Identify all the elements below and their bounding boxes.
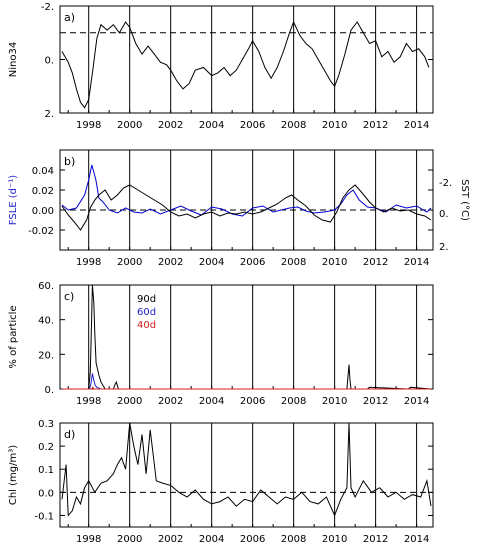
panel-label: c) [64, 290, 74, 303]
legend-entry-90d: 90d [137, 294, 156, 305]
y-axis-label: Nino34 [8, 42, 19, 77]
legend-entry-60d: 60d [137, 307, 156, 318]
x-tick-label: 2014 [404, 120, 429, 131]
series-line-60d [62, 373, 431, 390]
x-tick-label: 2004 [199, 120, 224, 131]
y-tick-label: 40. [38, 316, 54, 327]
y-tick-label: 0. [44, 56, 54, 67]
panel-label: d) [64, 428, 75, 441]
panel-label: b) [64, 155, 75, 168]
panel-b: 1998 2000 2002 2004 2006 2008 2010 2012 2014 0.04… [8, 149, 470, 268]
x-tick-label: 2006 [240, 257, 265, 268]
x-tick-label: 2008 [281, 120, 306, 131]
x-tick-label: 2002 [158, 396, 183, 407]
y-axis-label: FSLE (d⁻¹) [8, 175, 19, 226]
y-tick-label: -0.1 [34, 511, 54, 522]
x-tick-label: 2012 [363, 396, 388, 407]
y-tick-label: 0.02 [32, 186, 54, 197]
x-tick-label: 2012 [363, 120, 388, 131]
x-tick-label: 2008 [281, 257, 306, 268]
y-tick-label: 2. [44, 109, 54, 120]
y-axis-label: Chl (mg/m³) [8, 445, 19, 505]
x-tick-label: 2000 [117, 396, 142, 407]
panel-d: 1998 2000 2002 2004 2006 2008 2010 2012 2014 0.3 0… [8, 419, 434, 545]
x-tick-label: 2004 [199, 534, 224, 545]
x-tick-label: 2010 [322, 120, 347, 131]
x-tick-label: 1998 [76, 396, 101, 407]
y-tick-label: 20. [38, 350, 54, 361]
series-line-0 [61, 20, 430, 109]
y-axis-label: % of particle [8, 305, 19, 368]
y-tick-label: 0.04 [32, 166, 54, 177]
x-tick-label: 1998 [76, 120, 101, 131]
y-right-tick-label: 2. [439, 242, 449, 253]
y-tick-label: -0.02 [28, 226, 54, 237]
x-tick-label: 2014 [404, 257, 429, 268]
x-tick-label: 2000 [117, 120, 142, 131]
y-tick-label: 0.3 [38, 419, 54, 430]
x-tick-label: 2014 [404, 534, 429, 545]
plot-frame [59, 422, 434, 528]
y-tick-label: 0.2 [38, 442, 54, 453]
y-right-tick-label: -2. [439, 178, 452, 189]
y-tick-label: 0. [44, 385, 54, 396]
y-tick-label: 0.1 [38, 465, 54, 476]
y-tick-label: 0.0 [38, 488, 54, 499]
y-tick-label: 0.00 [32, 206, 54, 217]
x-tick-label: 2012 [363, 257, 388, 268]
x-tick-label: 2006 [240, 120, 265, 131]
y-right-tick-label: 0. [439, 209, 449, 220]
panel-label: a) [64, 11, 75, 24]
panel-c: 1998 2000 2002 2004 2006 2008 2010 2012 2014 60. 4… [8, 281, 434, 407]
x-tick-label: 2000 [117, 534, 142, 545]
x-tick-label: 2002 [158, 534, 183, 545]
series-line-0 [61, 422, 432, 517]
x-tick-label: 2008 [281, 396, 306, 407]
x-tick-label: 2002 [158, 120, 183, 131]
x-tick-label: 2000 [117, 257, 142, 268]
x-tick-label: 2002 [158, 257, 183, 268]
x-tick-label: 2008 [281, 534, 306, 545]
x-tick-label: 1998 [76, 534, 101, 545]
y-right-axis-label: SST (°C) [459, 179, 470, 221]
x-tick-label: 2004 [199, 396, 224, 407]
x-tick-label: 2006 [240, 396, 265, 407]
x-tick-label: 2012 [363, 534, 388, 545]
plot-frame [59, 149, 434, 251]
x-tick-label: 2006 [240, 534, 265, 545]
x-tick-label: 2010 [322, 257, 347, 268]
x-tick-label: 2010 [322, 396, 347, 407]
series-line-1 [61, 184, 432, 231]
legend-entry-40d: 40d [137, 320, 156, 331]
x-tick-label: 2014 [404, 396, 429, 407]
x-tick-label: 2004 [199, 257, 224, 268]
panel-a: 1998 2000 2002 2004 2006 2008 2010 2012 2014 -2. 0… [8, 2, 434, 131]
plot-frame [59, 284, 434, 390]
y-tick-label: -2. [41, 2, 54, 13]
plot-frame [59, 5, 434, 114]
x-tick-label: 1998 [76, 257, 101, 268]
series-line-40d [62, 386, 431, 390]
x-tick-label: 2010 [322, 534, 347, 545]
y-tick-label: 60. [38, 281, 54, 292]
